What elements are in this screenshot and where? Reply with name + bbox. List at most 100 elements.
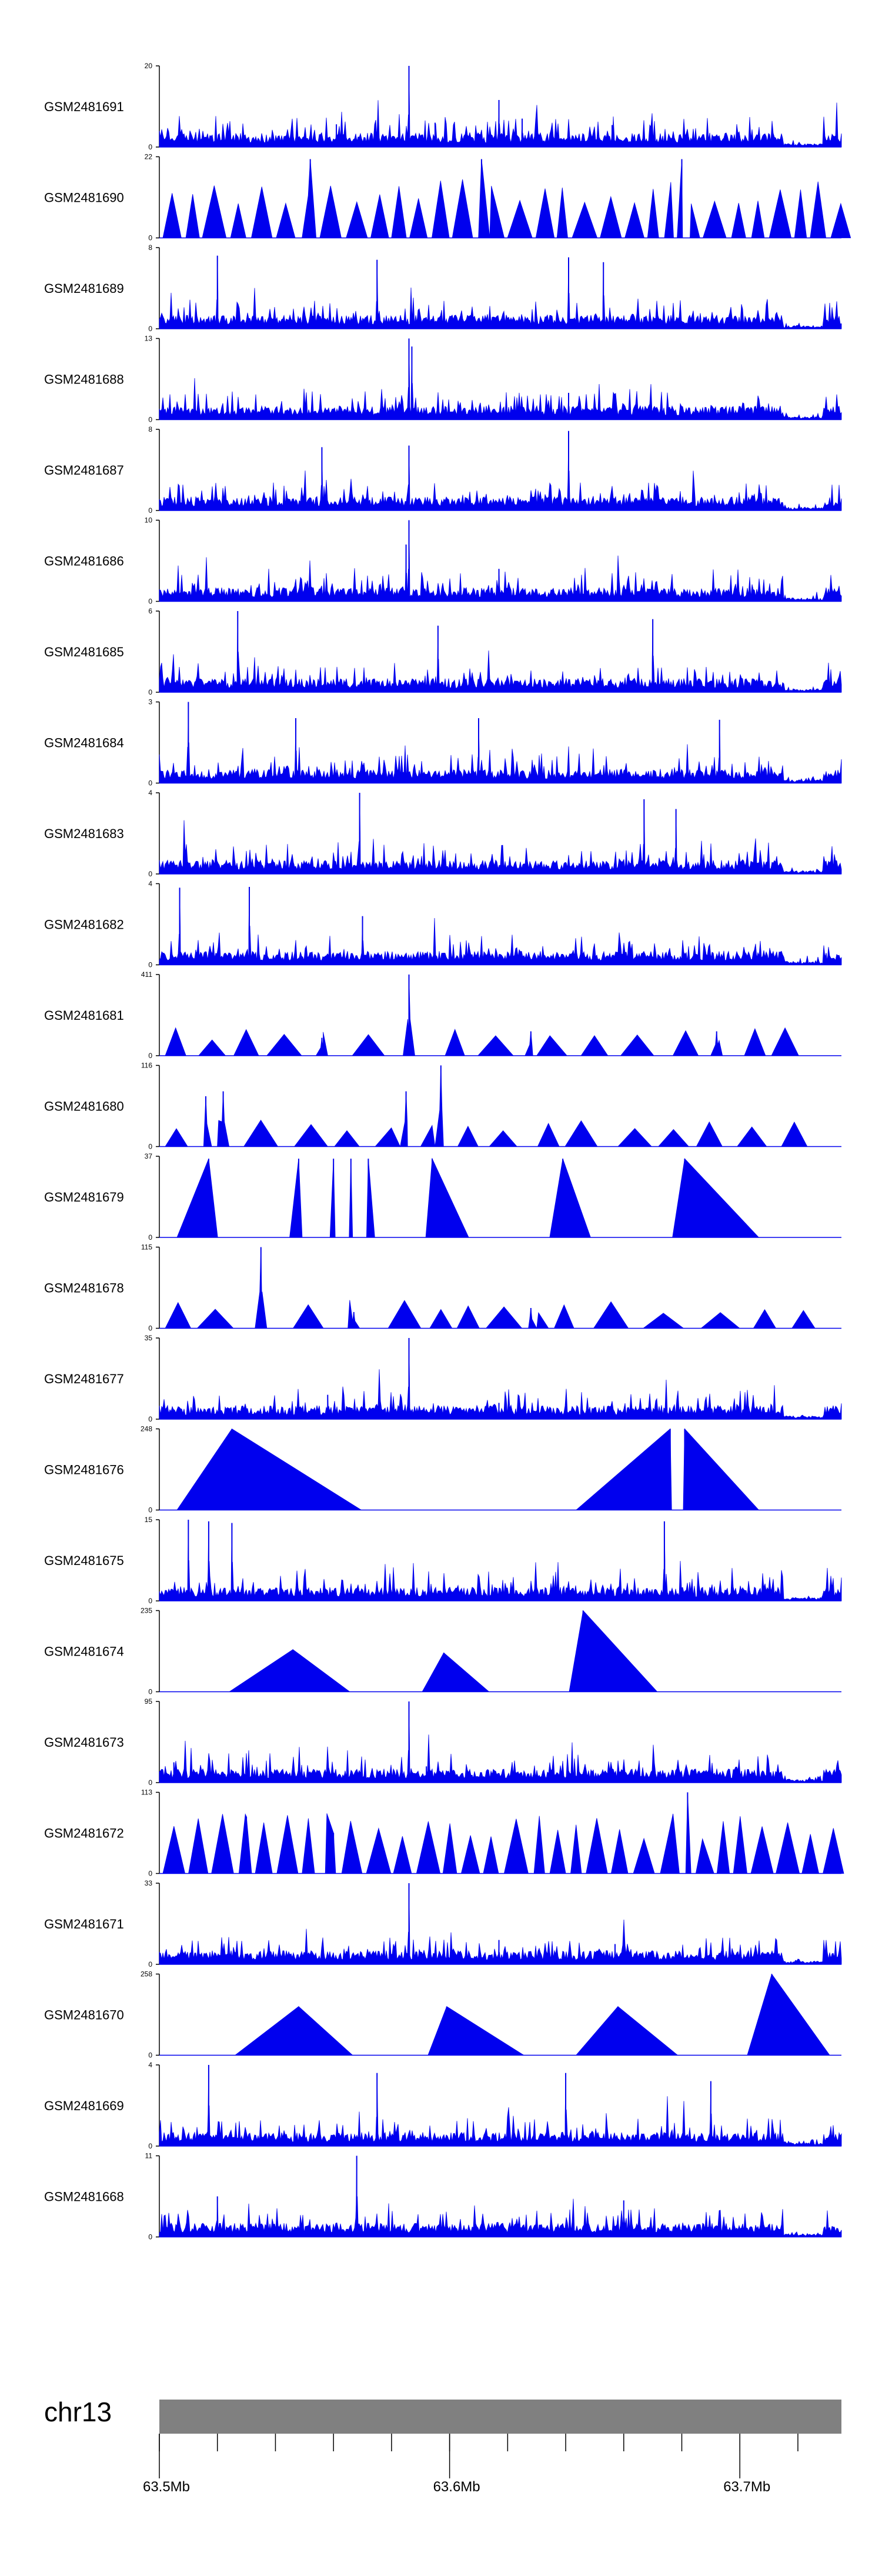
signal-area	[159, 431, 842, 511]
signal-area	[159, 159, 851, 238]
track-GSM2481691: GSM2481691 20 0	[44, 62, 842, 151]
track-GSM2481673: GSM2481673 95 0	[44, 1697, 842, 1787]
y-min-label: 0	[148, 1415, 152, 1423]
x-tick-label: 63.5Mb	[143, 2479, 190, 2495]
track-GSM2481677: GSM2481677 35 0	[44, 1334, 842, 1423]
y-max-label: 4	[148, 2061, 152, 2069]
signal-area	[159, 65, 842, 148]
y-min-label: 0	[148, 325, 152, 333]
y-max-label: 95	[145, 1697, 153, 1706]
track-label: GSM2481681	[44, 1008, 124, 1023]
track-label: GSM2481689	[44, 281, 124, 296]
y-min-label: 0	[148, 1233, 152, 1242]
signal-area	[159, 1247, 841, 1329]
signal-tracks: GSM2481691200GSM2481690220GSM248168980GS…	[44, 62, 851, 2241]
y-max-label: 113	[141, 1788, 152, 1797]
signal-area	[159, 1973, 841, 2056]
y-max-label: 20	[145, 62, 153, 70]
y-min-label: 0	[148, 1597, 152, 1605]
y-max-label: 248	[141, 1425, 152, 1433]
y-min-label: 0	[148, 1506, 152, 1514]
y-max-label: 33	[145, 1879, 153, 1887]
y-min-label: 0	[148, 234, 152, 242]
y-max-label: 10	[145, 516, 153, 525]
track-GSM2481685: GSM2481685 6 0	[44, 607, 842, 696]
chromosome-bar	[159, 2400, 841, 2434]
y-min-label: 0	[148, 143, 152, 151]
signal-area	[159, 1337, 842, 1420]
y-max-label: 6	[148, 607, 152, 615]
track-GSM2481689: GSM2481689 8 0	[44, 243, 842, 333]
signal-area	[159, 1701, 842, 1783]
signal-area	[159, 974, 841, 1056]
signal-area	[159, 255, 842, 329]
signal-area	[159, 1428, 841, 1510]
y-min-label: 0	[148, 870, 152, 878]
minor-ticks	[159, 2434, 799, 2451]
track-GSM2481671: GSM2481671 33 0	[44, 1879, 842, 1968]
track-GSM2481676: GSM2481676 248 0	[44, 1425, 841, 1514]
track-GSM2481690: GSM2481690 22 0	[44, 153, 851, 242]
y-min-label: 0	[148, 779, 152, 788]
track-label: GSM2481680	[44, 1099, 124, 1114]
y-max-label: 411	[141, 970, 152, 979]
track-GSM2481683: GSM2481683 4 0	[44, 789, 842, 878]
signal-area	[159, 792, 842, 875]
track-GSM2481668: GSM2481668 11 0	[44, 2152, 842, 2241]
major-ticks: 63.5Mb 63.6Mb 63.7Mb	[143, 2434, 770, 2495]
track-label: GSM2481669	[44, 2098, 124, 2113]
x-tick-label: 63.6Mb	[433, 2479, 480, 2495]
track-label: GSM2481671	[44, 1917, 124, 1931]
track-label: GSM2481687	[44, 463, 124, 478]
y-max-label: 8	[148, 425, 152, 433]
track-GSM2481684: GSM2481684 3 0	[44, 698, 842, 788]
signal-area	[159, 702, 842, 783]
y-min-label: 0	[148, 1324, 152, 1333]
track-GSM2481680: GSM2481680 116 0	[44, 1062, 841, 1151]
signal-area	[159, 338, 842, 420]
signal-area	[159, 1157, 841, 1238]
y-max-label: 11	[145, 2152, 153, 2160]
track-GSM2481681: GSM2481681 411 0	[44, 970, 841, 1060]
track-label: GSM2481679	[44, 1190, 124, 1204]
y-min-label: 0	[148, 1143, 152, 1151]
y-min-label: 0	[148, 1960, 152, 1968]
track-label: GSM2481685	[44, 645, 124, 659]
chromosome-label: chr13	[44, 2397, 112, 2427]
y-min-label: 0	[148, 1870, 152, 1878]
y-max-label: 37	[145, 1152, 153, 1160]
track-GSM2481687: GSM2481687 8 0	[44, 425, 842, 515]
chromosome-ideogram: chr13 63.5Mb 63.6Mb 63.7Mb	[44, 2397, 841, 2495]
y-max-label: 4	[148, 789, 152, 797]
track-GSM2481682: GSM2481682 4 0	[44, 880, 842, 969]
signal-area	[159, 520, 842, 602]
track-label: GSM2481675	[44, 1553, 124, 1568]
track-label: GSM2481690	[44, 191, 124, 205]
y-min-label: 0	[148, 416, 152, 424]
y-min-label: 0	[148, 1778, 152, 1787]
track-GSM2481686: GSM2481686 10 0	[44, 516, 842, 606]
track-GSM2481679: GSM2481679 37 0	[44, 1152, 841, 1242]
y-max-label: 22	[145, 153, 153, 161]
track-label: GSM2481668	[44, 2190, 124, 2204]
y-max-label: 35	[145, 1334, 153, 1342]
track-GSM2481678: GSM2481678 115 0	[44, 1243, 841, 1333]
signal-area	[159, 2064, 842, 2147]
track-label: GSM2481672	[44, 1826, 124, 1841]
y-min-label: 0	[148, 598, 152, 606]
y-max-label: 4	[148, 880, 152, 888]
track-label: GSM2481678	[44, 1281, 124, 1296]
y-max-label: 258	[141, 1970, 152, 1978]
track-GSM2481669: GSM2481669 4 0	[44, 2061, 842, 2150]
y-min-label: 0	[148, 688, 152, 696]
y-max-label: 8	[148, 243, 152, 252]
track-label: GSM2481676	[44, 1463, 124, 1477]
y-min-label: 0	[148, 961, 152, 969]
signal-area	[159, 1883, 842, 1965]
track-GSM2481670: GSM2481670 258 0	[44, 1970, 841, 2060]
y-min-label: 0	[148, 1688, 152, 1696]
track-GSM2481672: GSM2481672 113 0	[44, 1788, 844, 1878]
track-GSM2481674: GSM2481674 235 0	[44, 1607, 841, 1696]
signal-area	[159, 2155, 842, 2237]
y-min-label: 0	[148, 2142, 152, 2150]
